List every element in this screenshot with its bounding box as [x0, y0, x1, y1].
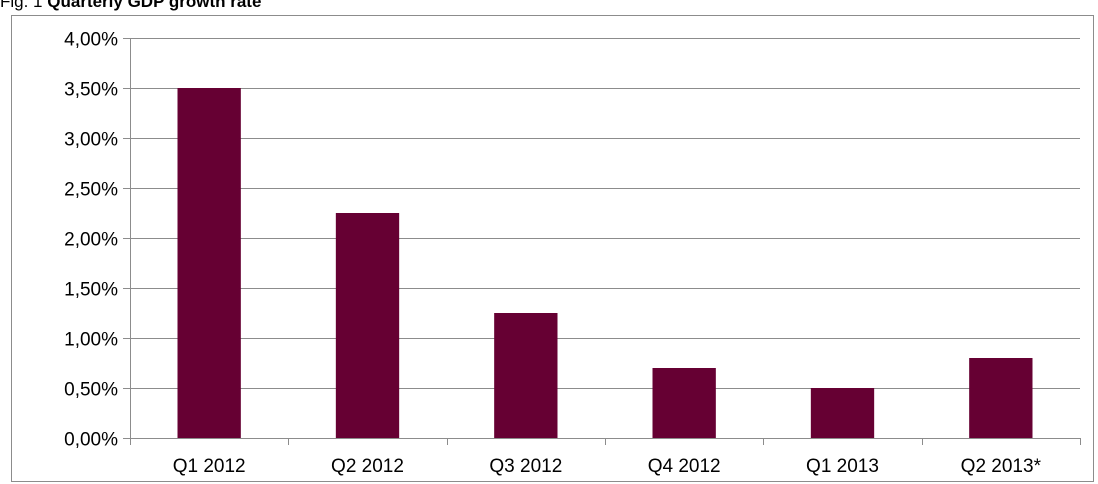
- bars: [177, 88, 1033, 438]
- x-tick-label: Q3 2012: [489, 456, 562, 477]
- y-tick-label: 3,00%: [64, 130, 118, 151]
- bar: [177, 88, 241, 438]
- figure-caption: Fig. 1 Quarterly GDP growth rate: [0, 0, 261, 11]
- axes: [123, 38, 1081, 445]
- x-tick-label: Q2 2012: [331, 456, 404, 477]
- bar: [810, 388, 875, 438]
- y-tick-label: 2,50%: [64, 180, 118, 201]
- y-tick-label: 0,00%: [64, 430, 118, 451]
- figure-caption-title: Quarterly GDP growth rate: [47, 0, 262, 11]
- figure-caption-prefix: Fig. 1: [0, 0, 43, 11]
- x-tick-label: Q1 2012: [173, 456, 246, 477]
- bar: [969, 358, 1033, 438]
- gridlines: [130, 38, 1080, 389]
- bar: [494, 313, 558, 438]
- y-tick-label: 1,50%: [64, 280, 118, 301]
- x-tick-label: Q2 2013*: [961, 456, 1042, 477]
- x-tick-label: Q4 2012: [648, 456, 721, 477]
- bar: [652, 368, 716, 438]
- bar: [335, 213, 400, 438]
- x-tick-label: Q1 2013: [806, 456, 879, 477]
- chart-frame: [11, 15, 1094, 482]
- y-tick-label: 4,00%: [64, 30, 118, 51]
- y-tick-label: 2,00%: [64, 230, 118, 251]
- y-tick-label: 3,50%: [64, 80, 118, 101]
- x-tick-labels: Q1 2012 Q2 2012 Q3 2012 Q4 2012 Q1 2013 Q2 20…: [173, 456, 1042, 477]
- y-tick-label: 1,00%: [64, 330, 118, 351]
- y-tick-labels: 0,00% 0,50% 1,00% 1,50% 2,00% 2,50% 3,00% 3,50%…: [64, 30, 118, 451]
- y-tick-label: 0,50%: [64, 380, 118, 401]
